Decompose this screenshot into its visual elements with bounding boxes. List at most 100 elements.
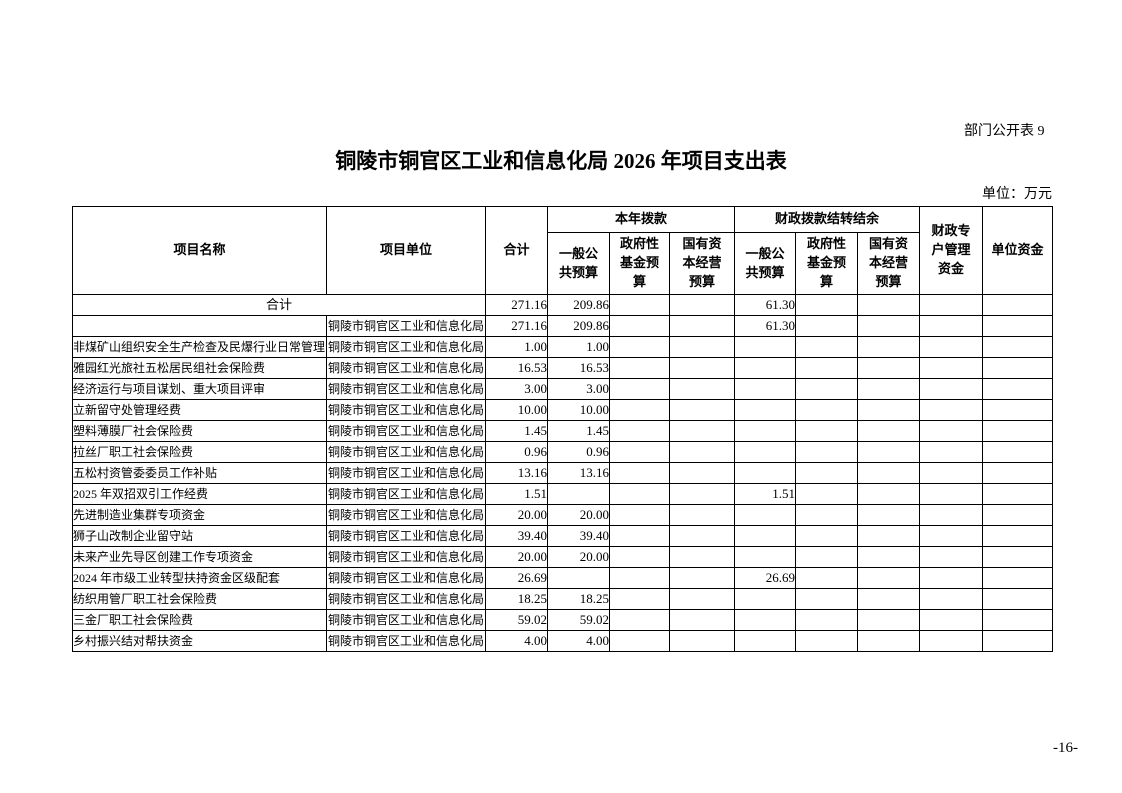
value-cell xyxy=(856,441,921,463)
project-name-cell: 塑料薄膜厂社会保险费 xyxy=(72,420,327,442)
value-cell xyxy=(982,525,1054,547)
value-cell: 61.30 xyxy=(734,294,796,316)
value-cell xyxy=(669,294,735,316)
value-cell xyxy=(669,378,735,400)
value-cell xyxy=(856,588,921,610)
col-group-current-year-appropriation: 本年拨款 xyxy=(547,206,735,233)
value-cell: 18.25 xyxy=(547,588,610,610)
project-unit-cell: 铜陵市铜官区工业和信息化局 xyxy=(326,378,486,400)
value-cell xyxy=(982,357,1054,379)
value-cell xyxy=(734,609,796,631)
value-cell: 1.45 xyxy=(485,420,548,442)
value-cell xyxy=(734,588,796,610)
table-row: 立新留守处管理经费 铜陵市铜官区工业和信息化局 10.00 10.00 xyxy=(72,399,1054,421)
page-number: -16- xyxy=(1053,740,1078,756)
col-header-co-state-capital-budget: 国有资本经营预算 xyxy=(856,232,921,295)
value-cell xyxy=(795,525,858,547)
value-cell xyxy=(609,609,670,631)
value-cell: 271.16 xyxy=(485,294,548,316)
value-cell xyxy=(919,399,984,421)
value-cell xyxy=(734,525,796,547)
value-cell xyxy=(856,525,921,547)
table-row: 雅园红光旅社五松居民组社会保险费 铜陵市铜官区工业和信息化局 16.53 16.53 xyxy=(72,357,1054,379)
value-cell: 13.16 xyxy=(485,462,548,484)
value-cell xyxy=(669,315,735,337)
value-cell xyxy=(919,546,984,568)
value-cell xyxy=(669,399,735,421)
value-cell xyxy=(856,315,921,337)
table-row: 未来产业先导区创建工作专项资金 铜陵市铜官区工业和信息化局 20.00 20.00 xyxy=(72,546,1054,568)
value-cell xyxy=(734,462,796,484)
project-name-cell: 五松村资管委委员工作补贴 xyxy=(72,462,327,484)
value-cell: 3.00 xyxy=(485,378,548,400)
value-cell xyxy=(982,588,1054,610)
value-cell xyxy=(734,441,796,463)
value-cell: 271.16 xyxy=(485,315,548,337)
value-cell xyxy=(669,567,735,589)
value-cell xyxy=(609,504,670,526)
value-cell xyxy=(795,630,858,652)
value-cell xyxy=(609,630,670,652)
value-cell xyxy=(609,357,670,379)
table-row: 合计 271.16 209.86 61.30 xyxy=(72,294,1054,316)
value-cell xyxy=(669,441,735,463)
value-cell xyxy=(856,399,921,421)
value-cell xyxy=(982,462,1054,484)
col-header-cy-state-capital-budget: 国有资本经营预算 xyxy=(669,232,735,295)
project-name-cell: 纺织用管厂职工社会保险费 xyxy=(72,588,327,610)
value-cell xyxy=(982,567,1054,589)
value-cell: 0.96 xyxy=(485,441,548,463)
doc-label: 部门公开表 9 xyxy=(964,124,1045,139)
header-row-subcolumns: 一般公共预算 政府性基金预算 国有资本经营预算 一般公共预算 政府性基金预算 国… xyxy=(73,232,1053,295)
unit-note: 单位：万元 xyxy=(982,187,1052,202)
project-unit-cell: 铜陵市铜官区工业和信息化局 xyxy=(326,504,486,526)
value-cell: 10.00 xyxy=(547,399,610,421)
col-header-cy-general-budget: 一般公共预算 xyxy=(547,232,610,295)
value-cell xyxy=(669,525,735,547)
col-header-co-general-budget: 一般公共预算 xyxy=(734,232,796,295)
co-gov-fund-budget-label: 政府性基金预算 xyxy=(807,236,847,289)
value-cell xyxy=(856,567,921,589)
table-row: 五松村资管委委员工作补贴 铜陵市铜官区工业和信息化局 13.16 13.16 xyxy=(72,462,1054,484)
project-unit-cell: 铜陵市铜官区工业和信息化局 xyxy=(326,567,486,589)
value-cell xyxy=(795,399,858,421)
value-cell xyxy=(734,378,796,400)
value-cell xyxy=(856,294,921,316)
value-cell xyxy=(856,378,921,400)
value-cell xyxy=(609,294,670,316)
value-cell xyxy=(734,630,796,652)
value-cell: 26.69 xyxy=(485,567,548,589)
value-cell xyxy=(734,399,796,421)
co-general-budget-label: 一般公共预算 xyxy=(745,245,785,280)
project-name-cell xyxy=(72,315,327,337)
value-cell xyxy=(669,546,735,568)
table-row: 三金厂职工社会保险费 铜陵市铜官区工业和信息化局 59.02 59.02 xyxy=(72,609,1054,631)
table-row: 纺织用管厂职工社会保险费 铜陵市铜官区工业和信息化局 18.25 18.25 xyxy=(72,588,1054,610)
project-unit-cell: 铜陵市铜官区工业和信息化局 xyxy=(326,441,486,463)
value-cell xyxy=(856,630,921,652)
value-cell xyxy=(609,567,670,589)
value-cell xyxy=(856,504,921,526)
col-header-project-name: 项目名称 xyxy=(72,206,327,295)
project-unit-cell: 铜陵市铜官区工业和信息化局 xyxy=(326,546,486,568)
value-cell: 61.30 xyxy=(734,315,796,337)
value-cell xyxy=(919,588,984,610)
table-row: 铜陵市铜官区工业和信息化局 271.16 209.86 61.30 xyxy=(72,315,1054,337)
value-cell xyxy=(919,525,984,547)
value-cell xyxy=(982,504,1054,526)
value-cell xyxy=(795,504,858,526)
value-cell xyxy=(669,420,735,442)
value-cell: 59.02 xyxy=(485,609,548,631)
value-cell xyxy=(609,399,670,421)
value-cell xyxy=(609,378,670,400)
value-cell xyxy=(919,504,984,526)
value-cell: 1.45 xyxy=(547,420,610,442)
value-cell xyxy=(795,294,858,316)
table-body: 合计 271.16 209.86 61.30 铜陵市铜官区工业和信息化局 271.16 20… xyxy=(72,294,1054,652)
value-cell: 16.53 xyxy=(485,357,548,379)
value-cell xyxy=(609,525,670,547)
value-cell xyxy=(982,336,1054,358)
project-name-cell: 狮子山改制企业留守站 xyxy=(72,525,327,547)
value-cell xyxy=(982,378,1054,400)
page-title: 铜陵市铜官区工业和信息化局 2026 年项目支出表 xyxy=(335,149,787,173)
